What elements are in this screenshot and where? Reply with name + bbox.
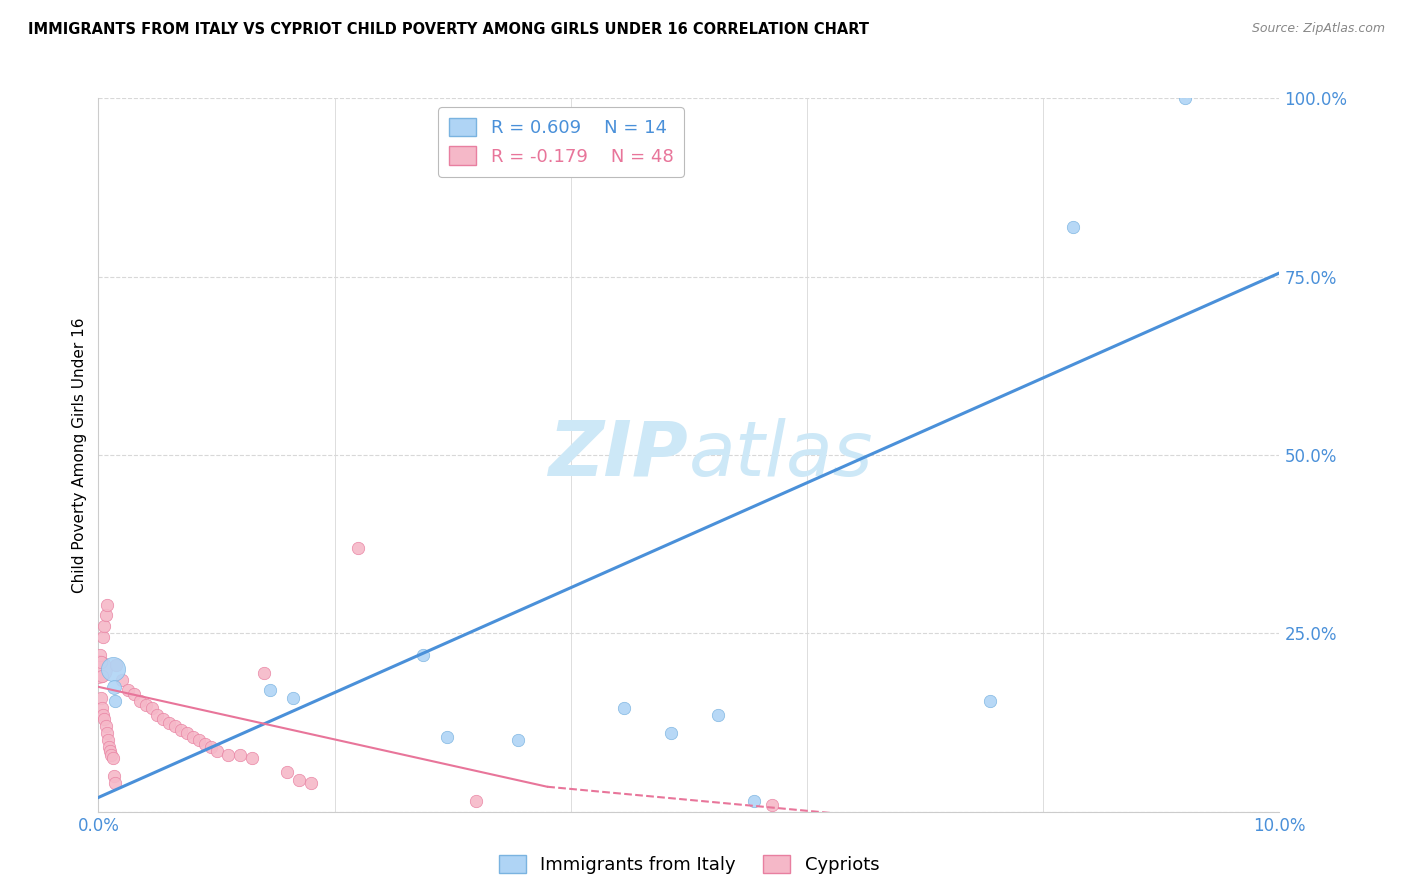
Text: atlas: atlas [689, 418, 873, 491]
Point [187, 733, 209, 747]
Point [1062, 219, 1084, 234]
Point [613, 701, 636, 715]
Point [707, 708, 730, 723]
Point [89, 648, 111, 662]
Point [436, 730, 458, 744]
Point [659, 726, 682, 740]
Point [742, 794, 765, 808]
Point [111, 673, 134, 687]
Point [465, 794, 488, 808]
Point [181, 730, 204, 744]
Point [98, 744, 121, 758]
Point [170, 723, 193, 737]
Point [205, 744, 228, 758]
Point [91, 669, 114, 683]
Y-axis label: Child Poverty Among Girls Under 16: Child Poverty Among Girls Under 16 [72, 318, 87, 592]
Point [101, 662, 124, 676]
Point [412, 648, 434, 662]
Point [93, 712, 115, 726]
Point [87, 662, 110, 676]
Text: IMMIGRANTS FROM ITALY VS CYPRIOT CHILD POVERTY AMONG GIRLS UNDER 16 CORRELATION : IMMIGRANTS FROM ITALY VS CYPRIOT CHILD P… [28, 22, 869, 37]
Point [299, 776, 322, 790]
Point [128, 694, 150, 708]
Point [91, 630, 114, 644]
Point [288, 772, 311, 787]
Point [103, 769, 125, 783]
Point [217, 747, 239, 762]
Text: ZIP: ZIP [550, 418, 689, 491]
Point [105, 658, 128, 673]
Point [94, 608, 117, 623]
Point [117, 683, 139, 698]
Point [96, 598, 118, 612]
Point [194, 737, 217, 751]
Point [90, 655, 112, 669]
Point [101, 751, 124, 765]
Point [91, 708, 114, 723]
Point [761, 797, 783, 812]
Point [96, 726, 118, 740]
Point [122, 687, 145, 701]
Point [1174, 91, 1197, 105]
Point [229, 747, 252, 762]
Point [152, 712, 174, 726]
Point [100, 747, 122, 762]
Point [276, 765, 298, 780]
Point [104, 776, 127, 790]
Point [157, 715, 180, 730]
Point [93, 619, 115, 633]
Point [506, 733, 529, 747]
Point [979, 694, 1001, 708]
Point [90, 690, 112, 705]
Point [165, 719, 187, 733]
Point [240, 751, 263, 765]
Point [104, 694, 127, 708]
Point [135, 698, 157, 712]
Point [91, 701, 114, 715]
Point [94, 719, 117, 733]
Point [141, 701, 163, 715]
Point [146, 708, 169, 723]
Point [200, 740, 222, 755]
Point [347, 541, 370, 555]
Point [253, 665, 276, 680]
Point [97, 733, 120, 747]
Point [283, 690, 305, 705]
Point [259, 683, 281, 698]
Legend: Immigrants from Italy, Cypriots: Immigrants from Italy, Cypriots [492, 847, 886, 881]
Text: Source: ZipAtlas.com: Source: ZipAtlas.com [1251, 22, 1385, 36]
Point [98, 740, 121, 755]
Point [103, 680, 125, 694]
Point [176, 726, 198, 740]
